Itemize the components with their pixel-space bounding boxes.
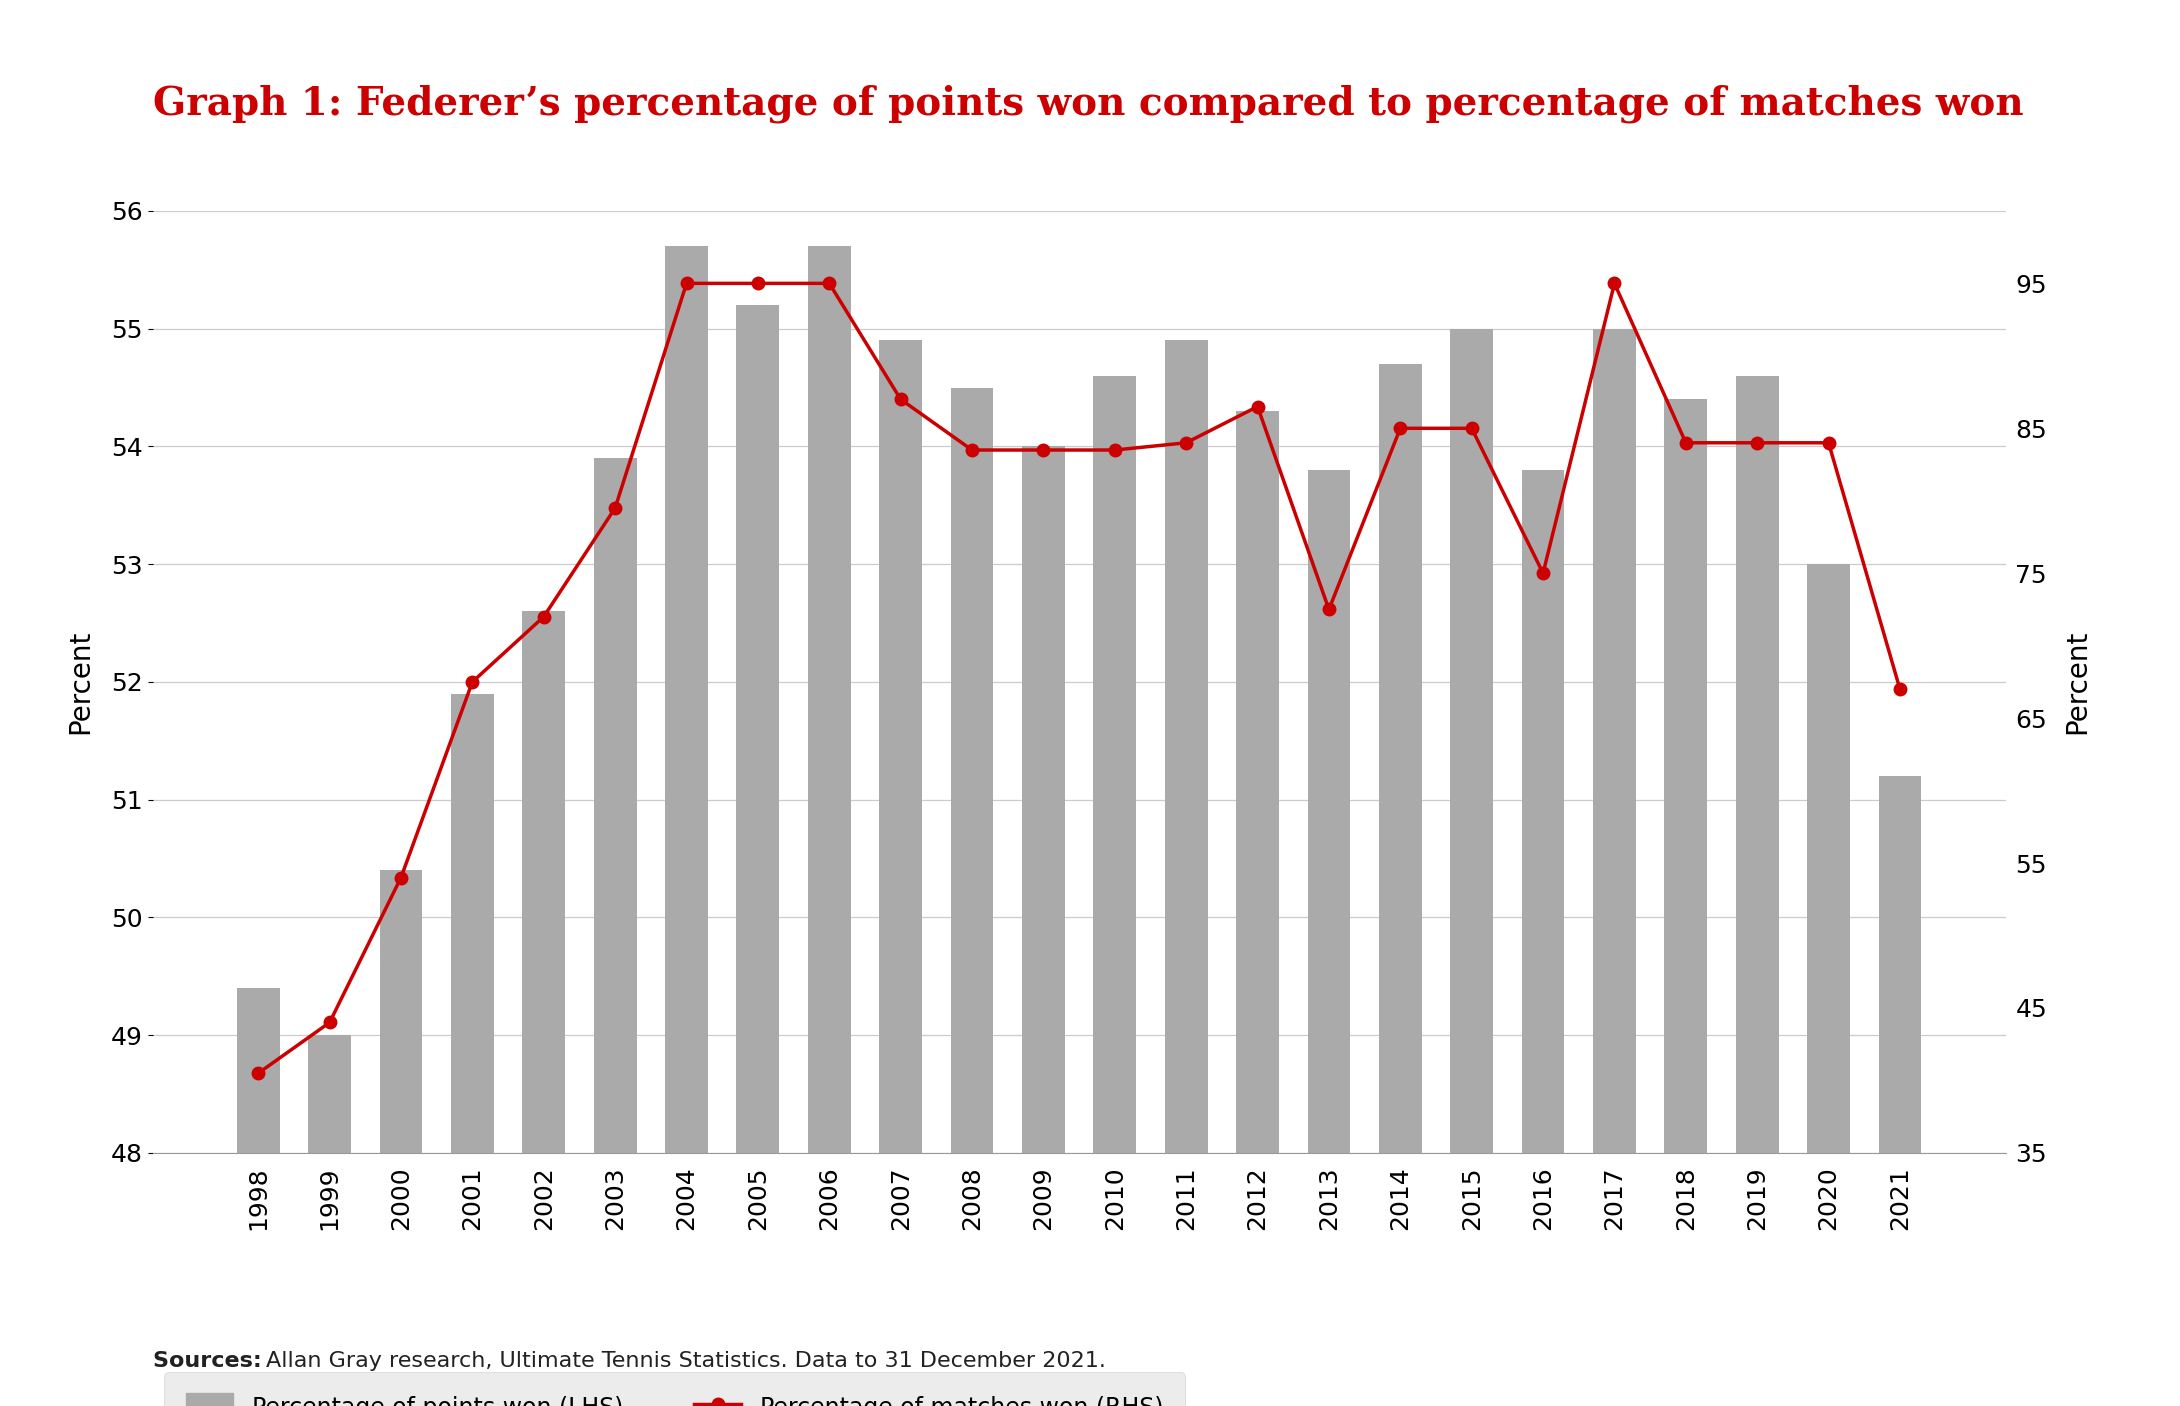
Bar	[1522, 470, 1565, 1406]
Bar	[1594, 329, 1635, 1406]
Text: Graph 1: Federer’s percentage of points won compared to percentage of matches wo: Graph 1: Federer’s percentage of points …	[153, 84, 2023, 122]
Bar	[1879, 776, 1921, 1406]
Bar	[238, 988, 279, 1406]
Bar	[1094, 375, 1136, 1406]
Bar	[307, 1035, 351, 1406]
Text: Sources:: Sources:	[153, 1351, 268, 1371]
Bar	[950, 388, 994, 1406]
Bar	[1022, 446, 1064, 1406]
Bar	[1164, 340, 1208, 1406]
Bar	[1380, 364, 1421, 1406]
Bar	[523, 612, 565, 1406]
Legend: Percentage of points won (LHS), Percentage of matches won (RHS): Percentage of points won (LHS), Percenta…	[164, 1372, 1186, 1406]
Bar	[1735, 375, 1779, 1406]
Bar	[1450, 329, 1493, 1406]
Bar	[379, 870, 423, 1406]
Y-axis label: Percent: Percent	[65, 630, 94, 734]
Bar	[879, 340, 922, 1406]
Bar	[1663, 399, 1707, 1406]
Bar	[737, 305, 778, 1406]
Text: Allan Gray research, Ultimate Tennis Statistics. Data to 31 December 2021.: Allan Gray research, Ultimate Tennis Sta…	[266, 1351, 1105, 1371]
Bar	[451, 693, 495, 1406]
Bar	[665, 246, 708, 1406]
Y-axis label: Percent: Percent	[2064, 630, 2093, 734]
Bar	[1308, 470, 1349, 1406]
Bar	[809, 246, 850, 1406]
Bar	[1807, 564, 1851, 1406]
Bar	[593, 458, 637, 1406]
Bar	[1236, 411, 1280, 1406]
